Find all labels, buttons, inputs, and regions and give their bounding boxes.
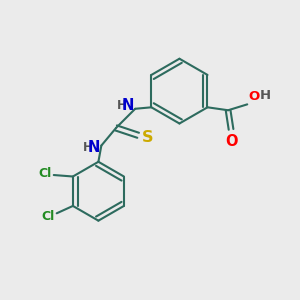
- Text: H: H: [117, 99, 127, 112]
- Text: O: O: [225, 134, 237, 149]
- Text: S: S: [142, 130, 153, 145]
- Text: H: H: [83, 141, 93, 154]
- Text: Cl: Cl: [41, 210, 54, 223]
- Text: H: H: [260, 89, 271, 102]
- Text: Cl: Cl: [38, 167, 51, 180]
- Text: O: O: [249, 90, 260, 103]
- Text: N: N: [88, 140, 100, 154]
- Text: N: N: [122, 98, 134, 113]
